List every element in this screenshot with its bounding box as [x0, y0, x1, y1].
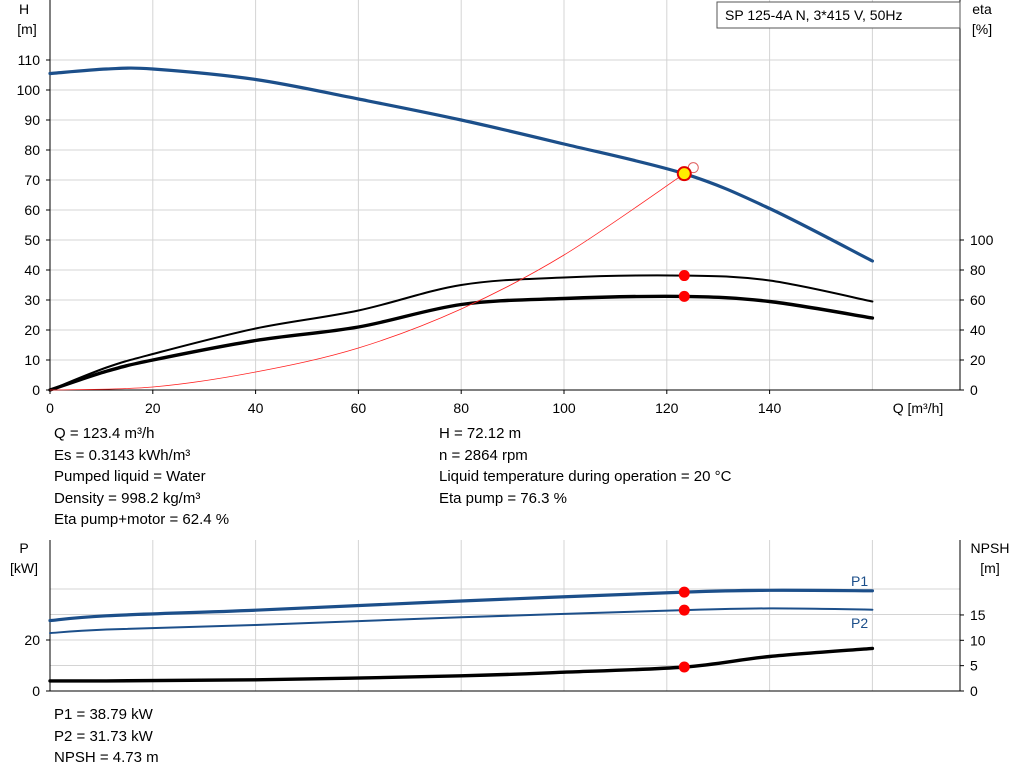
- y-tick-label-right: 60: [970, 292, 986, 308]
- npsh-readout: NPSH = 4.73 m: [54, 749, 159, 766]
- y-axis-label-right-unit: [%]: [972, 21, 992, 37]
- curve-p1: [48, 588, 874, 623]
- x-tick-label: 20: [145, 400, 161, 416]
- p2-readout: P2 = 31.73 kW: [54, 727, 153, 745]
- y-tick-label-right: 20: [970, 352, 986, 368]
- duty-point-p2-marker: [678, 604, 690, 616]
- duty-point-npsh-marker: [678, 661, 690, 673]
- series-label-p1: P1: [851, 573, 868, 589]
- y-tick-label-right: 0: [970, 382, 978, 398]
- results-upper-right: H = 72.12 m n = 2864 rpm Liquid temperat…: [439, 423, 731, 509]
- y-tick-label-left: 70: [24, 172, 40, 188]
- curve-npsh: [48, 646, 875, 683]
- x-tick-label: 100: [552, 400, 576, 416]
- pumped-liquid-readout: Pumped liquid = Water: [54, 468, 206, 485]
- x-tick-label: 60: [351, 400, 367, 416]
- y-tick-label-left: 50: [24, 232, 40, 248]
- y-axis-label-left-unit: [m]: [17, 21, 36, 37]
- power-npsh-chart: 0 20 0 5 10 15 P [kW] NPSH [m] P1 P2: [10, 540, 1009, 699]
- curve-system: [49, 173, 685, 391]
- x-axis-label: Q [m³/h]: [893, 400, 944, 416]
- eta-total-readout: Eta pump+motor = 62.4 %: [54, 511, 230, 528]
- y-tick-label-right: 100: [970, 232, 994, 248]
- y-tick-label-right: 15: [970, 607, 986, 623]
- duty-point-p1-marker: [678, 586, 690, 598]
- curve-eta_total: [48, 294, 875, 392]
- duty-point-eta-total-marker: [678, 290, 690, 302]
- y-tick-label-left: 90: [24, 112, 40, 128]
- y-tick-label-right: 10: [970, 632, 986, 648]
- speed-readout: n = 2864 rpm: [439, 446, 528, 464]
- results-lower: P1 = 38.79 kW P2 = 31.73 kW NPSH = 4.73 …: [54, 704, 159, 769]
- y-axis-label-right-unit: [m]: [980, 560, 999, 576]
- p1-readout: P1 = 38.79 kW: [54, 706, 153, 723]
- y-axis-label-right: NPSH: [971, 540, 1010, 556]
- x-tick-label: 0: [46, 400, 54, 416]
- y-tick-label-left: 20: [24, 632, 40, 648]
- y-axis-label-left: H: [19, 1, 29, 17]
- y-tick-label-right: 40: [970, 322, 986, 338]
- y-tick-label-left: 60: [24, 202, 40, 218]
- specific-energy-readout: Es = 0.3143 kWh/m³: [54, 446, 191, 464]
- y-tick-label-right: 80: [970, 262, 986, 278]
- curve-p2: [49, 607, 874, 635]
- density-readout: Density = 998.2 kg/m³: [54, 489, 201, 507]
- series-label-p2: P2: [851, 615, 868, 631]
- x-tick-label: 40: [248, 400, 264, 416]
- legend-text: SP 125-4A N, 3*415 V, 50Hz: [725, 7, 902, 23]
- duty-point-head-marker: [676, 166, 692, 182]
- performance-chart: 0 10 20 30 40 50 60 70 80 90 100 110 0 20 40 60 80 100 0 20…: [17, 0, 994, 416]
- y-tick-label-left: 20: [24, 322, 40, 338]
- x-tick-label: 120: [655, 400, 679, 416]
- y-tick-label-left: 10: [24, 352, 40, 368]
- y-tick-label-right: 5: [970, 658, 978, 674]
- results-upper-left: Q = 123.4 m³/h Es = 0.3143 kWh/m³ Pumped…: [54, 423, 229, 531]
- x-tick-label: 80: [453, 400, 469, 416]
- curve-eta_pump: [49, 274, 874, 391]
- y-tick-label-left: 0: [32, 382, 40, 398]
- y-tick-label-left: 100: [17, 82, 41, 98]
- y-tick-label-right: 0: [970, 683, 978, 699]
- grid: [49, 0, 960, 391]
- y-axis-label-left-unit: [kW]: [10, 560, 38, 576]
- curve-head: [48, 66, 874, 263]
- y-axis-label-left: P: [19, 540, 28, 556]
- liquid-temperature-readout: Liquid temperature during operation = 20…: [439, 468, 732, 485]
- x-tick-label: 140: [758, 400, 782, 416]
- eta-pump-readout: Eta pump = 76.3 %: [439, 489, 567, 507]
- head-readout: H = 72.12 m: [439, 425, 522, 442]
- y-tick-label-left: 30: [24, 292, 40, 308]
- y-tick-label-left: 80: [24, 142, 40, 158]
- legend-box: [716, 1, 961, 29]
- y-axis-label-right: eta: [972, 1, 992, 17]
- y-tick-label-left: 40: [24, 262, 40, 278]
- flow-readout: Q = 123.4 m³/h: [54, 425, 155, 442]
- y-tick-label-left: 110: [18, 52, 41, 68]
- y-tick-label-left: 0: [32, 683, 40, 699]
- duty-point-eta-pump-marker: [678, 270, 690, 282]
